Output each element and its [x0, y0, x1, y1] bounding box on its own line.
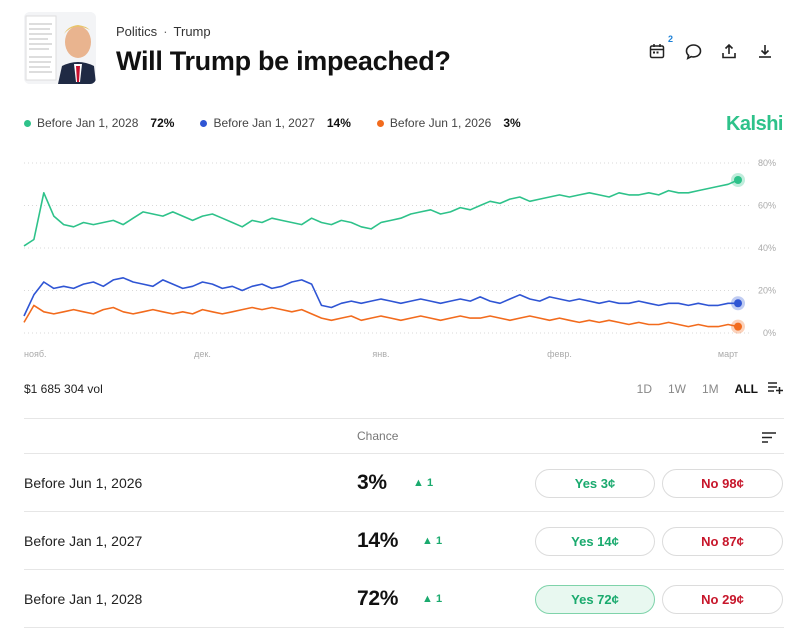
calendar-badge: 2	[667, 34, 673, 44]
share-button[interactable]	[718, 40, 740, 62]
y-tick-label: 0%	[763, 328, 776, 338]
chart-legend: Before Jan 1, 2028 72% Before Jan 1, 2027…	[24, 116, 521, 130]
series-endpoint	[734, 299, 742, 308]
chance-change: ▲ 1	[422, 593, 443, 605]
yes-button[interactable]: Yes 14¢	[535, 527, 655, 556]
no-button[interactable]: No 98¢	[662, 469, 783, 498]
table-header: Chance	[24, 418, 784, 454]
legend-swatch	[24, 119, 31, 127]
page-title: Will Trump be impeached?	[116, 46, 451, 76]
list-add-icon	[768, 382, 783, 394]
outcome-name: Before Jan 1, 2028	[24, 591, 143, 607]
y-tick-label: 80%	[758, 158, 776, 168]
series-endpoint	[734, 176, 742, 184]
calendar-icon	[649, 44, 665, 59]
legend-item-2028[interactable]: Before Jan 1, 2028 72%	[24, 116, 174, 130]
table-row[interactable]: Before Jan 1, 2028 72% ▲ 1 Yes 72¢ No 29…	[24, 570, 784, 628]
sort-icon	[762, 432, 776, 443]
x-tick-label: дек.	[194, 349, 211, 359]
legend-value: 72%	[150, 116, 175, 130]
y-tick-label: 40%	[758, 243, 776, 253]
table-row[interactable]: Before Jan 1, 2027 14% ▲ 1 Yes 14¢ No 87…	[24, 512, 784, 570]
legend-swatch	[200, 119, 208, 127]
market-header: Politics · Trump Will Trump be impeached? …	[24, 12, 776, 88]
y-tick-label: 20%	[758, 286, 776, 296]
range-all[interactable]: ALL	[734, 382, 758, 396]
chance-change: ▲ 1	[422, 535, 443, 547]
y-tick-label: 60%	[758, 201, 776, 211]
download-icon	[759, 45, 771, 58]
legend-value: 3%	[503, 116, 521, 130]
breadcrumb-subcategory[interactable]: Trump	[173, 24, 211, 39]
legend-label: Before Jan 1, 2028	[37, 116, 139, 130]
x-tick-label: февр.	[547, 349, 572, 359]
x-tick-label: янв.	[372, 349, 389, 359]
range-1d[interactable]: 1D	[636, 382, 652, 396]
legend-item-2026[interactable]: Before Jun 1, 2026 3%	[376, 116, 521, 130]
outcome-name: Before Jan 1, 2027	[24, 533, 143, 549]
no-button[interactable]: No 29¢	[662, 585, 783, 614]
series-line-2	[23, 304, 739, 328]
calendar-button[interactable]: 2	[646, 34, 673, 62]
yes-button[interactable]: Yes 3¢	[535, 469, 655, 498]
outcome-chance: 14%	[357, 529, 399, 552]
legend-label: Before Jun 1, 2026	[389, 116, 492, 130]
legend-label: Before Jan 1, 2027	[213, 116, 315, 130]
chart-settings-button[interactable]	[768, 381, 783, 397]
no-button[interactable]: No 87¢	[662, 527, 783, 556]
comments-button[interactable]	[682, 40, 704, 62]
header-actions: 2	[646, 34, 776, 62]
series-line-1	[23, 277, 738, 317]
price-chart[interactable]: 80% 60% 40% 20% 0% нояб. дек. янв. февр. март	[0, 146, 800, 368]
download-button[interactable]	[754, 40, 776, 62]
yes-button[interactable]: Yes 72¢	[535, 585, 655, 614]
outcome-chance: 72%	[357, 587, 399, 610]
breadcrumb-category[interactable]: Politics	[116, 24, 158, 39]
breadcrumb: Politics · Trump	[116, 24, 211, 39]
table-row[interactable]: Before Jun 1, 2026 3% ▲ 1 Yes 3¢ No 98¢	[24, 454, 784, 512]
outcomes-table: Chance Before Jun 1, 2026 3% ▲ 1 Yes 3¢ …	[24, 418, 784, 628]
range-1m[interactable]: 1M	[702, 382, 719, 396]
outcome-chance: 3%	[357, 471, 387, 494]
legend-swatch	[376, 119, 384, 127]
breadcrumb-separator: ·	[163, 24, 168, 39]
range-selector: 1D 1W 1M ALL	[637, 382, 758, 396]
range-1w[interactable]: 1W	[668, 382, 686, 396]
legend-item-2027[interactable]: Before Jan 1, 2027 14%	[200, 116, 351, 130]
series-line-0	[23, 179, 739, 247]
chance-column-header: Chance	[357, 429, 399, 443]
comment-icon	[685, 43, 701, 60]
volume-text: $1 685 304 vol	[24, 382, 103, 396]
market-thumbnail	[24, 12, 96, 84]
share-icon	[722, 43, 736, 59]
chance-change: ▲ 1	[413, 477, 434, 489]
legend-value: 14%	[326, 116, 351, 130]
outcome-name: Before Jun 1, 2026	[24, 475, 143, 491]
x-tick-label: нояб.	[24, 349, 47, 359]
sort-button[interactable]	[762, 430, 776, 448]
kalshi-logo: Kalshi	[725, 113, 784, 135]
x-tick-label: март	[718, 349, 738, 359]
series-endpoint	[734, 322, 742, 331]
